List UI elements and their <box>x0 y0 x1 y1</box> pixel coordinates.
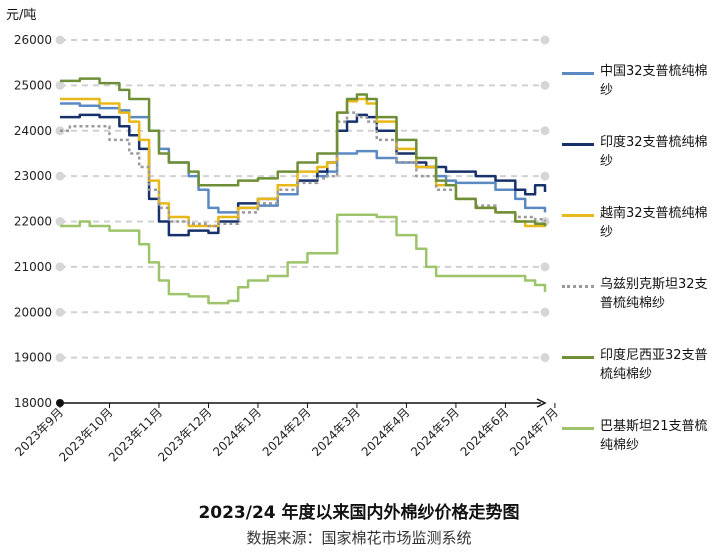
y-axis-unit: 元/吨 <box>6 8 37 23</box>
legend-item: 印度32支普梳纯棉纱 <box>558 129 718 200</box>
data-source: 数据来源：国家棉花市场监测系统 <box>246 529 472 547</box>
legend: 中国32支普梳纯棉纱 印度32支普梳纯棉纱 越南32支普梳纯棉纱 乌兹别克斯坦32支普… <box>558 58 718 484</box>
x-tick-label: 2024年7月 <box>507 405 561 459</box>
y-tick-label: 23000 <box>14 169 52 183</box>
grid-marker <box>540 353 550 363</box>
grid-marker <box>540 126 550 136</box>
legend-item: 巴基斯坦21支普梳纯棉纱 <box>558 413 718 484</box>
series-line <box>60 111 547 228</box>
series-lines <box>60 77 547 305</box>
x-axis-arrow <box>536 398 547 408</box>
grid-marker <box>540 307 550 317</box>
grid-marker <box>55 171 65 181</box>
grid-marker <box>540 262 550 272</box>
y-tick-label: 20000 <box>14 305 52 319</box>
legend-swatch <box>562 285 594 288</box>
legend-swatch <box>562 214 594 217</box>
y-tick-label: 25000 <box>14 78 52 92</box>
legend-item: 印度尼西亚32支普梳纯棉纱 <box>558 342 718 413</box>
legend-label: 印度32支普梳纯棉纱 <box>600 135 708 169</box>
x-tick-label: 2023年9月 <box>12 405 66 459</box>
gridlines <box>55 35 550 363</box>
legend-label: 乌兹别克斯坦32支普梳纯棉纱 <box>600 277 708 311</box>
legend-swatch <box>562 143 594 146</box>
legend-swatch <box>562 72 594 75</box>
legend-swatch <box>562 427 594 430</box>
grid-marker <box>540 35 550 45</box>
legend-label: 巴基斯坦21支普梳纯棉纱 <box>600 419 708 453</box>
legend-label: 中国32支普梳纯棉纱 <box>600 64 708 98</box>
y-tick-label: 19000 <box>14 351 52 365</box>
grid-marker <box>55 80 65 90</box>
grid-marker <box>540 80 550 90</box>
legend-item: 乌兹别克斯坦32支普梳纯棉纱 <box>558 271 718 342</box>
legend-label: 印度尼西亚32支普梳纯棉纱 <box>600 348 708 382</box>
legend-swatch <box>562 356 594 359</box>
series-line <box>60 102 547 214</box>
y-tick-label: 26000 <box>14 33 52 47</box>
series-line <box>60 77 547 227</box>
x-tick-label: 2023年12月 <box>155 405 214 464</box>
chart-title: 2023/24 年度以来国内外棉纱价格走势图 <box>198 503 520 523</box>
axes <box>56 398 556 408</box>
legend-label: 越南32支普梳纯棉纱 <box>600 206 708 240</box>
x-tick-label: 2024年4月 <box>359 405 413 459</box>
grid-marker <box>55 307 65 317</box>
grid-marker <box>55 217 65 226</box>
y-tick-label: 21000 <box>14 260 52 274</box>
series-line <box>60 113 547 237</box>
y-tick-label: 22000 <box>14 215 52 229</box>
series-line <box>60 213 547 305</box>
grid-marker <box>55 353 65 363</box>
x-tick-labels: 2023年9月2023年10月2023年11月2023年12月2024年1月20… <box>12 405 561 464</box>
x-tick-label: 2024年1月 <box>210 405 264 459</box>
x-tick-label: 2024年2月 <box>260 405 314 459</box>
x-tick-label: 2024年6月 <box>458 405 512 459</box>
grid-marker <box>55 262 65 272</box>
y-tick-label: 18000 <box>14 396 52 410</box>
y-tick-labels: 18000 19000 20000 21000 22000 23000 24000 25000… <box>14 33 52 410</box>
x-tick-label: 2024年3月 <box>309 405 363 459</box>
grid-marker <box>55 35 65 45</box>
grid-marker <box>540 171 550 181</box>
legend-item: 越南32支普梳纯棉纱 <box>558 200 718 271</box>
legend-item: 中国32支普梳纯棉纱 <box>558 58 718 129</box>
x-tick-label: 2024年5月 <box>408 405 462 459</box>
y-tick-label: 24000 <box>14 124 52 138</box>
